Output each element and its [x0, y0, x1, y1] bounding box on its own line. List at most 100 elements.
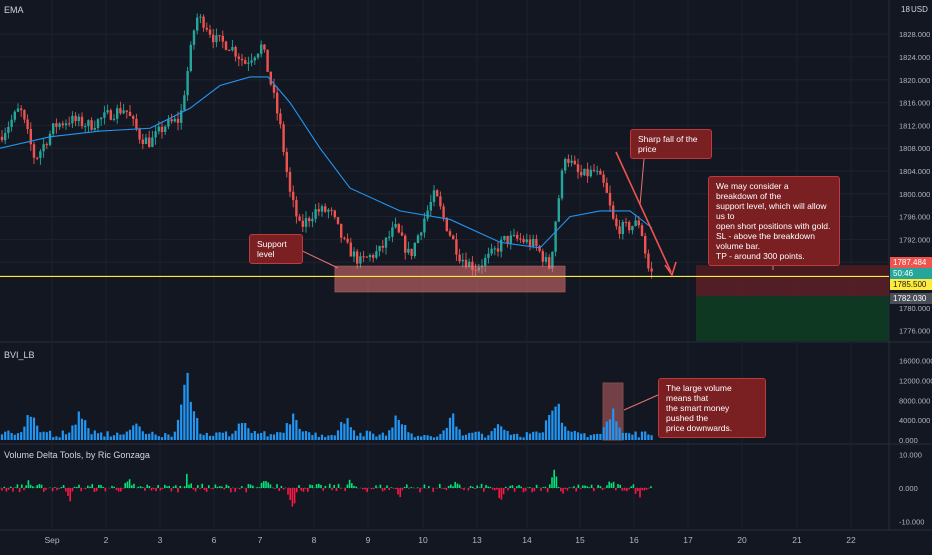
candle-body [144, 137, 148, 145]
candle-body [4, 133, 7, 141]
candle-body [631, 226, 634, 231]
plan-line: TP - around 300 points. [716, 251, 805, 261]
candle-body [320, 206, 324, 212]
candle-body [45, 144, 48, 146]
volume-bar [525, 432, 528, 440]
volume-bar [634, 431, 637, 440]
price-tick-label: 1800.000 [899, 190, 930, 199]
stop-loss-zone-lower [696, 276, 889, 297]
sharp-fall-arrow [615, 151, 672, 273]
candle-body [151, 137, 154, 147]
price-tick-label: 1816.000 [899, 99, 930, 108]
volume-bar [624, 432, 628, 440]
sharp-fall-callout[interactable]: Sharp fall of the price [630, 129, 712, 159]
candle-body [164, 126, 167, 132]
volume-bar [519, 436, 522, 440]
support-level-callout[interactable]: Support level [249, 234, 303, 264]
candle-body [356, 251, 359, 264]
volume-bar [509, 434, 512, 440]
volume-note-line: price downwards. [666, 423, 733, 433]
candle-body [564, 158, 567, 171]
volume-bar [260, 432, 263, 440]
candle-body [272, 84, 276, 93]
candle-body [327, 209, 330, 212]
volume-bar [612, 408, 615, 440]
candle-body [266, 49, 269, 72]
volume-bar [13, 434, 16, 440]
volume-bar [199, 433, 202, 440]
volume-bar [112, 435, 116, 440]
volume-bar [381, 432, 384, 440]
volume-bar [416, 435, 420, 440]
candle-body [432, 190, 436, 202]
volume-bar [474, 431, 477, 440]
time-tick-label: 8 [312, 535, 317, 545]
candle-body [436, 190, 439, 197]
volume-bar [589, 435, 592, 440]
volume-bar [148, 433, 151, 440]
price-tick-label: 1780.000 [899, 304, 930, 313]
candle-body [365, 256, 368, 258]
candle-body [295, 199, 298, 217]
time-tick-label: 7 [258, 535, 263, 545]
ema-line [0, 76, 653, 249]
candle-body [608, 192, 612, 206]
candle-body [103, 112, 106, 118]
volume-bar [400, 424, 404, 440]
candle-body [484, 257, 487, 266]
volume-bar [311, 435, 314, 440]
candle-body [106, 110, 109, 113]
volume-bar [349, 427, 352, 440]
volume-bar [378, 434, 381, 440]
risk-reward-zones[interactable] [696, 265, 889, 341]
volume-bar [404, 424, 407, 440]
currency-label[interactable]: USD [911, 5, 928, 14]
candle-body [525, 239, 528, 243]
volume-tick-label: 16000.000 [899, 357, 932, 366]
candle-body [0, 136, 4, 141]
candle-body [311, 218, 314, 222]
trade-plan-callout[interactable]: We may consider a breakdown of the suppo… [708, 176, 840, 266]
bvi-panel-label: BVI_LB [4, 350, 35, 360]
delta-panel-label: Volume Delta Tools, by Ric Gonzaga [4, 450, 150, 460]
volume-note-callout[interactable]: The large volume means that the smart mo… [658, 378, 766, 438]
volume-bar [55, 436, 58, 440]
candle-body [215, 35, 218, 43]
candle-body [372, 255, 375, 258]
candle-body [583, 168, 586, 176]
candle-body [154, 131, 157, 138]
candle-body [506, 235, 509, 244]
candle-body [336, 217, 340, 224]
volume-bar [631, 434, 634, 440]
support-level[interactable] [0, 265, 889, 293]
candle-body [202, 16, 205, 28]
time-tick-label: 22 [846, 535, 856, 545]
candle-body [96, 119, 100, 128]
volume-bar [359, 432, 362, 440]
candle-body [128, 111, 132, 117]
candle-body [612, 205, 615, 219]
volume-bar [170, 436, 173, 440]
volume-bar [276, 432, 279, 440]
candle-body [135, 118, 138, 130]
candle-body [42, 144, 45, 152]
candle-body [519, 238, 522, 240]
time-tick-label: 14 [522, 535, 532, 545]
candle-body [192, 30, 196, 45]
candle-body [573, 160, 576, 165]
candle-body [77, 116, 80, 122]
candle-body [212, 34, 215, 43]
volume-bar [183, 384, 186, 440]
candle-body [346, 238, 349, 243]
volume-bar [532, 431, 535, 440]
candle-body [199, 16, 202, 18]
volume-bar [128, 429, 132, 440]
price-candles [0, 13, 653, 279]
price-tick-label: 1824.000 [899, 53, 930, 62]
candle-body [61, 123, 64, 126]
volume-bar [384, 435, 388, 440]
candle-body [64, 123, 68, 126]
candle-body [413, 242, 416, 257]
